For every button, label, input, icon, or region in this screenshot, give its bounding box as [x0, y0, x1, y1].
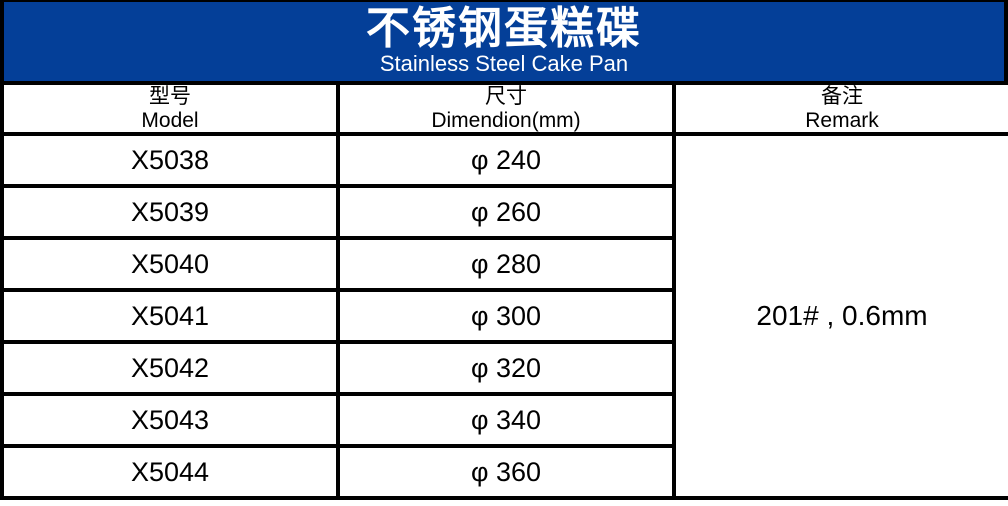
table-row: X5043 φ 340	[0, 392, 1008, 449]
model-cell: X5038	[0, 132, 340, 189]
column-header-remark: 备注 Remark	[672, 80, 1008, 137]
dimension-cell: φ 340	[336, 392, 676, 449]
table-row: X5044 φ 360	[0, 444, 1008, 501]
dimension-cell: φ 240	[336, 132, 676, 189]
table-row: X5042 φ 320	[0, 340, 1008, 397]
table-row: X5041 φ 300	[0, 288, 1008, 345]
page-title-chinese: 不锈钢蛋糕碟	[366, 3, 642, 53]
dimension-cell: φ 360	[336, 444, 676, 501]
remark-cell: 201# , 0.6mm	[672, 132, 1008, 501]
column-header-model-en: Model	[141, 108, 199, 132]
column-header-model: 型号 Model	[0, 80, 340, 137]
model-cell: X5040	[0, 236, 340, 293]
dimension-cell: φ 260	[336, 184, 676, 241]
column-header-remark-en: Remark	[805, 108, 879, 132]
table-row: X5038 φ 240 201# , 0.6mm	[0, 132, 1008, 501]
column-header-model-zh: 型号	[149, 85, 191, 108]
model-cell: X5039	[0, 184, 340, 241]
dimension-cell: φ 280	[336, 236, 676, 293]
model-cell: X5043	[0, 392, 340, 449]
page-title-english: Stainless Steel Cake Pan	[379, 50, 629, 76]
model-cell: X5044	[0, 444, 340, 501]
column-header-dimension-zh: 尺寸	[485, 85, 527, 108]
model-cell: X5041	[0, 288, 340, 345]
spec-table: 型号 Model 尺寸 Dimendion(mm) 备注 Remark X503…	[0, 80, 1008, 501]
table-row: X5040 φ 280	[0, 236, 1008, 293]
column-header-dimension-en: Dimendion(mm)	[431, 108, 581, 132]
model-cell: X5042	[0, 340, 340, 397]
header-row: 型号 Model 尺寸 Dimendion(mm) 备注 Remark	[0, 80, 1008, 137]
column-header-dimension: 尺寸 Dimendion(mm)	[336, 80, 676, 137]
dimension-cell: φ 320	[336, 340, 676, 397]
column-header-remark-zh: 备注	[821, 85, 863, 108]
title-banner: 不锈钢蛋糕碟 Stainless Steel Cake Pan	[0, 0, 1008, 81]
dimension-cell: φ 300	[336, 288, 676, 345]
table-row: X5039 φ 260	[0, 184, 1008, 241]
